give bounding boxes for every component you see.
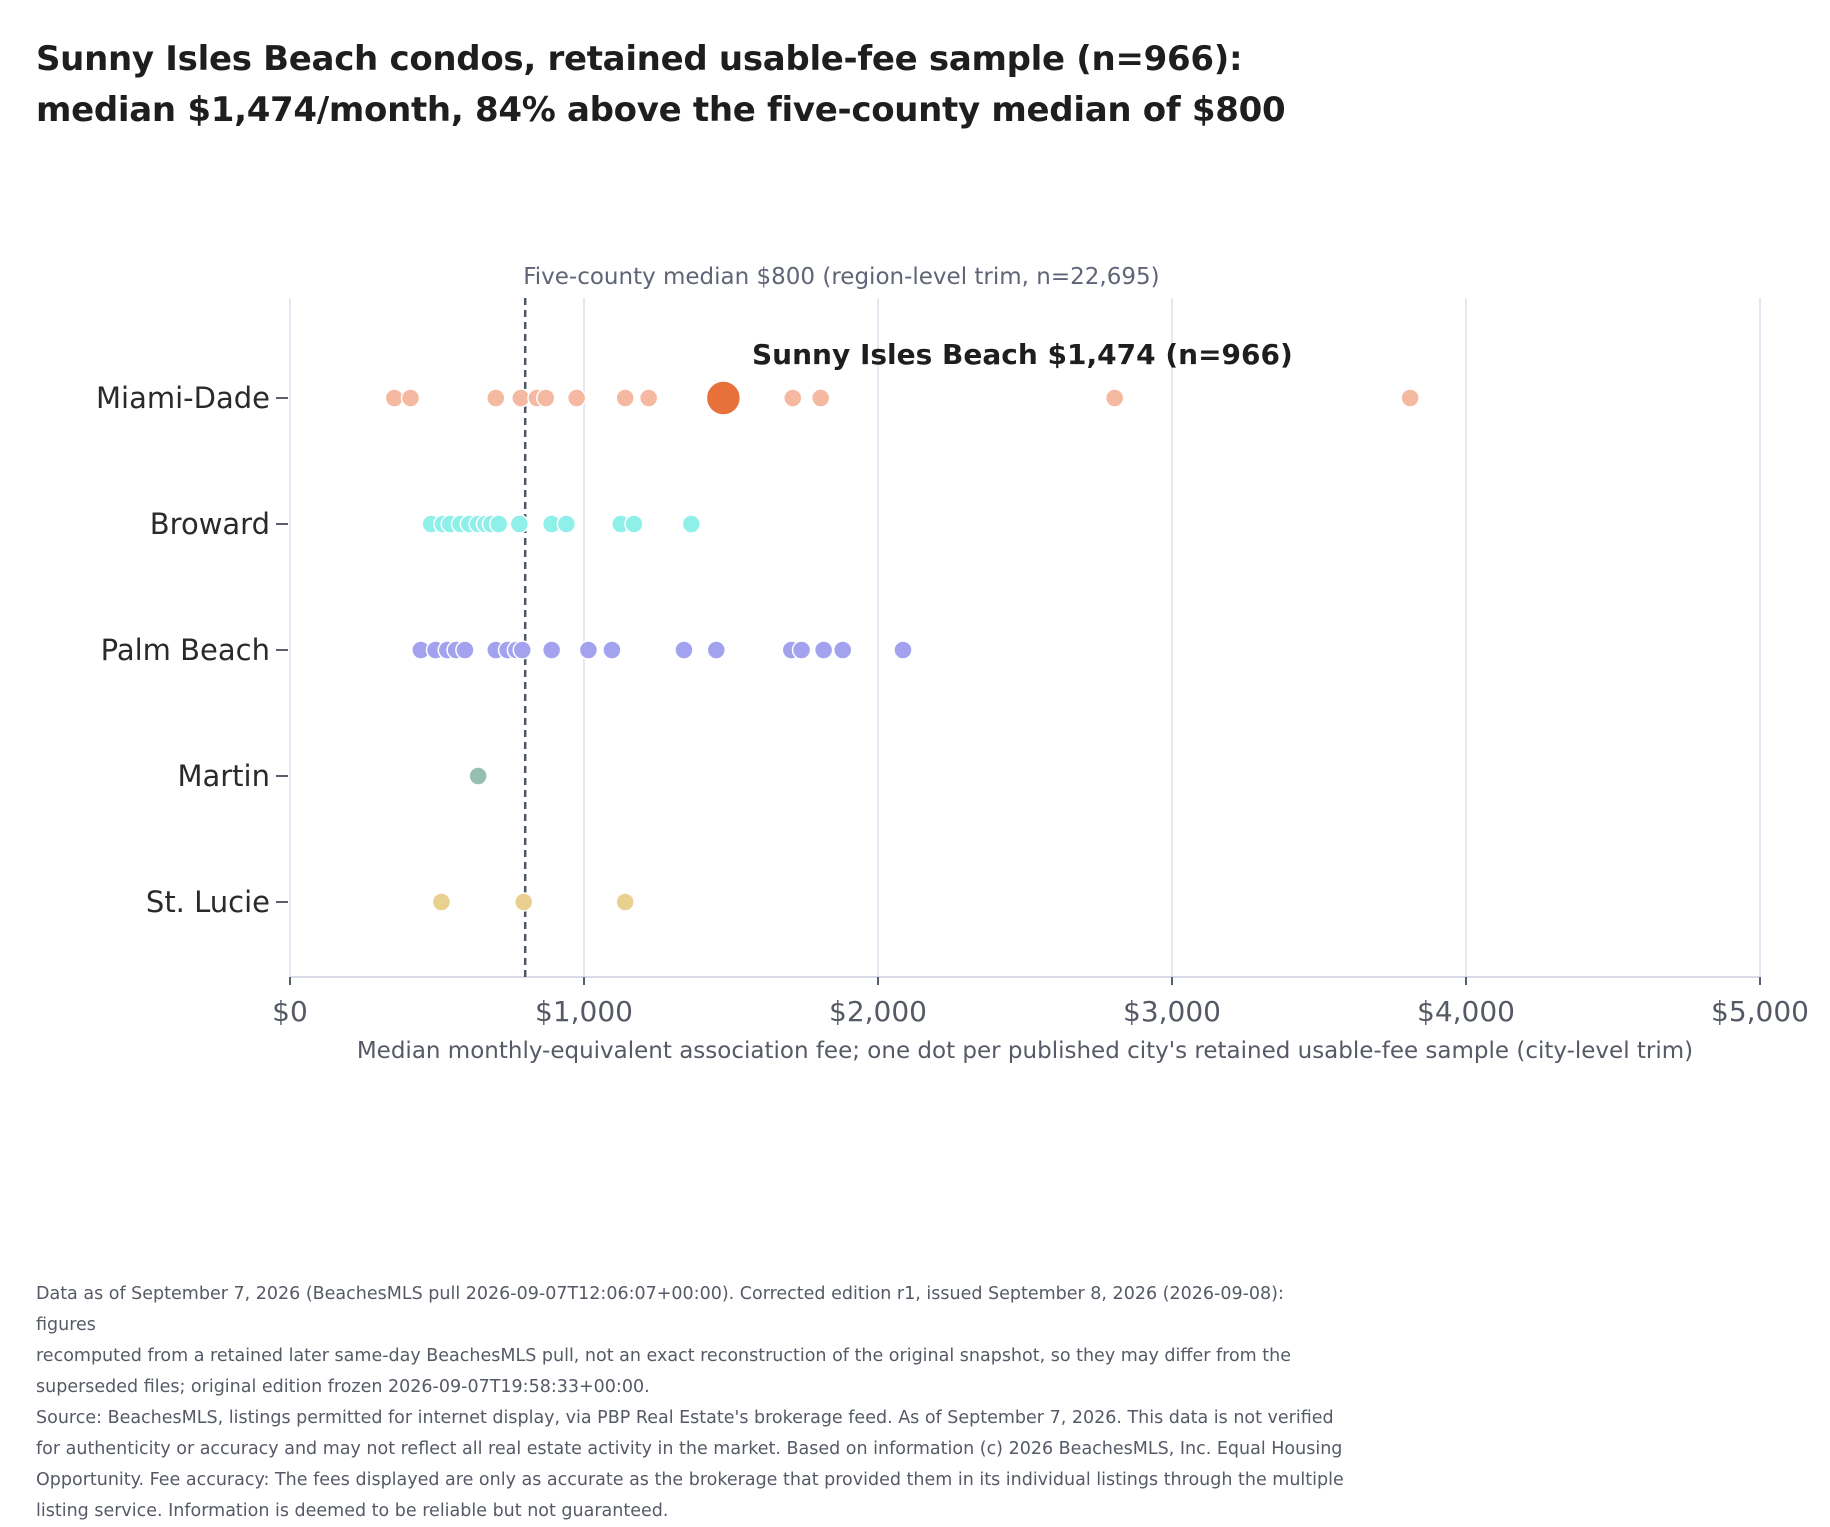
x-tick-label: $5,000 bbox=[1711, 995, 1809, 1028]
data-point bbox=[893, 640, 913, 660]
reference-line-group: Five-county median $800 (region-level tr… bbox=[523, 264, 1160, 977]
data-point bbox=[578, 640, 599, 660]
data-point bbox=[813, 640, 834, 660]
footnote-line: recomputed from a retained later same-da… bbox=[36, 1346, 1291, 1366]
data-point bbox=[400, 388, 421, 408]
x-axis-title: Median monthly-equivalent association fe… bbox=[357, 1038, 1693, 1064]
data-point bbox=[810, 388, 831, 408]
data-point bbox=[536, 388, 556, 408]
data-point bbox=[488, 514, 509, 534]
data-point bbox=[486, 388, 506, 408]
chart-title-line-2: median $1,474/month, 84% above the five-… bbox=[36, 90, 1286, 130]
data-point bbox=[511, 388, 531, 408]
data-point bbox=[1400, 388, 1420, 408]
data-point bbox=[602, 640, 622, 660]
data-point bbox=[468, 766, 488, 786]
data-point bbox=[791, 640, 812, 660]
data-point bbox=[615, 892, 635, 912]
x-tick-label: $2,000 bbox=[829, 995, 927, 1028]
data-point bbox=[541, 640, 562, 660]
chart-title: Sunny Isles Beach condos, retained usabl… bbox=[36, 34, 1736, 136]
data-point bbox=[566, 388, 587, 408]
y-category-label: Palm Beach bbox=[101, 633, 270, 667]
y-category-label: Broward bbox=[150, 507, 270, 541]
data-point bbox=[832, 640, 853, 660]
x-tick-label: $1,000 bbox=[535, 995, 633, 1028]
data-point bbox=[512, 640, 533, 660]
data-point bbox=[681, 514, 702, 534]
data-points bbox=[384, 380, 1420, 912]
highlight-label: Sunny Isles Beach $1,474 (n=966) bbox=[752, 338, 1293, 371]
data-point bbox=[455, 640, 475, 660]
y-category-label: St. Lucie bbox=[146, 885, 270, 919]
axes: $0 $1,000 $2,000 $3,000 $4,000 $5,000 Median m… bbox=[96, 381, 1809, 1064]
footnote: Data as of September 7, 2026 (BeachesMLS… bbox=[36, 1279, 1346, 1527]
data-point bbox=[706, 640, 727, 660]
footnote-line: listing service. Information is deemed t… bbox=[36, 1501, 669, 1521]
data-point bbox=[513, 892, 534, 912]
chart-labels: Sunny Isles Beach $1,474 (n=966) bbox=[752, 338, 1293, 371]
data-point bbox=[674, 640, 694, 660]
reference-line-label: Five-county median $800 (region-level tr… bbox=[523, 264, 1159, 290]
x-tick-label: $3,000 bbox=[1123, 995, 1221, 1028]
gridlines bbox=[289, 298, 1761, 977]
chart-title-line-1: Sunny Isles Beach condos, retained usabl… bbox=[36, 39, 1243, 79]
footnote-line: superseded files; original edition froze… bbox=[36, 1377, 650, 1397]
x-tick-label: $4,000 bbox=[1417, 995, 1515, 1028]
footnote-line: Source: BeachesMLS, listings permitted f… bbox=[36, 1408, 1334, 1428]
data-point bbox=[638, 388, 659, 408]
footnote-line: Opportunity. Fee accuracy: The fees disp… bbox=[36, 1470, 1344, 1490]
data-point bbox=[509, 514, 530, 534]
data-point bbox=[556, 514, 577, 534]
x-tick-label: $0 bbox=[272, 995, 308, 1028]
data-point bbox=[431, 892, 452, 912]
y-category-label: Miami-Dade bbox=[96, 381, 270, 415]
data-point bbox=[384, 388, 405, 408]
data-point bbox=[782, 388, 803, 408]
y-category-label: Martin bbox=[177, 759, 270, 793]
footnote-line: Data as of September 7, 2026 (BeachesMLS… bbox=[36, 1284, 1284, 1335]
data-point bbox=[1104, 388, 1125, 408]
data-point bbox=[624, 514, 644, 534]
footnote-line: for authenticity or accuracy and may not… bbox=[36, 1439, 1343, 1459]
dot-plot-chart: $0 $1,000 $2,000 $3,000 $4,000 $5,000 Median m… bbox=[96, 264, 1809, 1064]
highlight-point bbox=[705, 380, 742, 416]
data-point bbox=[615, 388, 635, 408]
